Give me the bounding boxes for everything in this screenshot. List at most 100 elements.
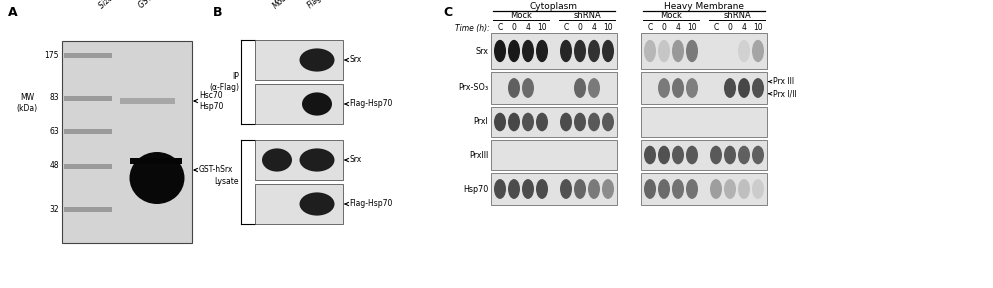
- Ellipse shape: [494, 113, 506, 131]
- Text: 0: 0: [578, 24, 583, 33]
- Text: Cytoplasm: Cytoplasm: [530, 2, 578, 11]
- Text: Hsc70
Hsp70: Hsc70 Hsp70: [199, 91, 223, 111]
- Bar: [64, 128, 112, 134]
- Ellipse shape: [724, 146, 736, 164]
- Ellipse shape: [724, 78, 736, 98]
- Ellipse shape: [262, 148, 292, 172]
- Ellipse shape: [508, 179, 520, 199]
- Bar: [64, 164, 112, 168]
- Ellipse shape: [686, 179, 698, 199]
- Ellipse shape: [644, 179, 656, 199]
- Text: Srx: Srx: [349, 56, 361, 65]
- Ellipse shape: [522, 179, 534, 199]
- Bar: [491, 107, 617, 137]
- Ellipse shape: [560, 179, 572, 199]
- Text: GST pull down: GST pull down: [137, 0, 184, 10]
- Text: Srx: Srx: [349, 156, 361, 164]
- Ellipse shape: [129, 152, 185, 204]
- Ellipse shape: [560, 113, 572, 131]
- Text: Srx: Srx: [475, 46, 488, 56]
- Text: IP
(α-Flag): IP (α-Flag): [209, 72, 239, 92]
- Ellipse shape: [602, 40, 614, 62]
- Ellipse shape: [494, 179, 506, 199]
- Text: A: A: [8, 6, 18, 19]
- Ellipse shape: [710, 179, 722, 199]
- Text: 0: 0: [511, 24, 516, 33]
- Ellipse shape: [724, 179, 736, 199]
- Ellipse shape: [602, 113, 614, 131]
- Ellipse shape: [752, 146, 764, 164]
- Ellipse shape: [574, 78, 586, 98]
- Bar: [130, 158, 182, 164]
- Ellipse shape: [752, 179, 764, 199]
- Ellipse shape: [302, 92, 332, 115]
- Bar: [491, 173, 617, 205]
- Text: Prx I/II: Prx I/II: [773, 89, 796, 98]
- Text: shRNA: shRNA: [723, 11, 751, 20]
- Text: Heavy Membrane: Heavy Membrane: [664, 2, 744, 11]
- Text: Mock: Mock: [510, 11, 532, 20]
- Ellipse shape: [508, 78, 520, 98]
- Bar: [255, 184, 343, 224]
- Text: 32: 32: [50, 204, 59, 213]
- Text: Prx III: Prx III: [773, 77, 794, 86]
- Ellipse shape: [672, 146, 684, 164]
- Bar: [64, 52, 112, 58]
- Text: C: C: [647, 24, 652, 33]
- Ellipse shape: [738, 40, 750, 62]
- Ellipse shape: [508, 113, 520, 131]
- Text: 63: 63: [50, 126, 59, 135]
- Text: Flag-Hsp70: Flag-Hsp70: [349, 99, 392, 109]
- Ellipse shape: [522, 78, 534, 98]
- Ellipse shape: [300, 148, 335, 172]
- Text: 10: 10: [603, 24, 613, 33]
- Text: 10: 10: [537, 24, 547, 33]
- Ellipse shape: [522, 113, 534, 131]
- Bar: [491, 33, 617, 69]
- Ellipse shape: [522, 40, 534, 62]
- Ellipse shape: [574, 40, 586, 62]
- Ellipse shape: [658, 179, 670, 199]
- Ellipse shape: [738, 146, 750, 164]
- Text: C: C: [497, 24, 502, 33]
- Ellipse shape: [710, 146, 722, 164]
- Text: Flag-Hsp70: Flag-Hsp70: [349, 200, 392, 209]
- Ellipse shape: [752, 40, 764, 62]
- Text: GST-hSrx: GST-hSrx: [199, 166, 233, 175]
- Text: 0: 0: [728, 24, 733, 33]
- Text: 48: 48: [50, 162, 59, 170]
- Text: 4: 4: [742, 24, 747, 33]
- Text: C: C: [563, 24, 569, 33]
- Bar: [255, 140, 343, 180]
- Ellipse shape: [588, 179, 600, 199]
- Text: Time (h):: Time (h):: [455, 24, 490, 33]
- Bar: [62, 41, 192, 243]
- Text: Flag-Hsp70: Flag-Hsp70: [306, 0, 344, 10]
- Ellipse shape: [300, 48, 335, 72]
- Ellipse shape: [588, 40, 600, 62]
- Ellipse shape: [658, 146, 670, 164]
- Ellipse shape: [686, 146, 698, 164]
- Bar: [641, 140, 767, 170]
- Ellipse shape: [574, 179, 586, 199]
- Bar: [641, 72, 767, 104]
- Bar: [64, 96, 112, 101]
- Ellipse shape: [738, 179, 750, 199]
- Text: shRNA: shRNA: [573, 11, 601, 20]
- Ellipse shape: [658, 78, 670, 98]
- Text: C: C: [713, 24, 719, 33]
- Ellipse shape: [602, 179, 614, 199]
- Text: 10: 10: [753, 24, 763, 33]
- Text: 4: 4: [592, 24, 597, 33]
- Text: PrxI: PrxI: [474, 118, 488, 126]
- Text: 0: 0: [661, 24, 666, 33]
- Bar: [641, 173, 767, 205]
- Text: 10: 10: [687, 24, 697, 33]
- Text: 4: 4: [675, 24, 680, 33]
- Ellipse shape: [686, 78, 698, 98]
- Ellipse shape: [738, 78, 750, 98]
- Ellipse shape: [494, 40, 506, 62]
- Ellipse shape: [588, 113, 600, 131]
- Bar: [641, 107, 767, 137]
- Ellipse shape: [644, 40, 656, 62]
